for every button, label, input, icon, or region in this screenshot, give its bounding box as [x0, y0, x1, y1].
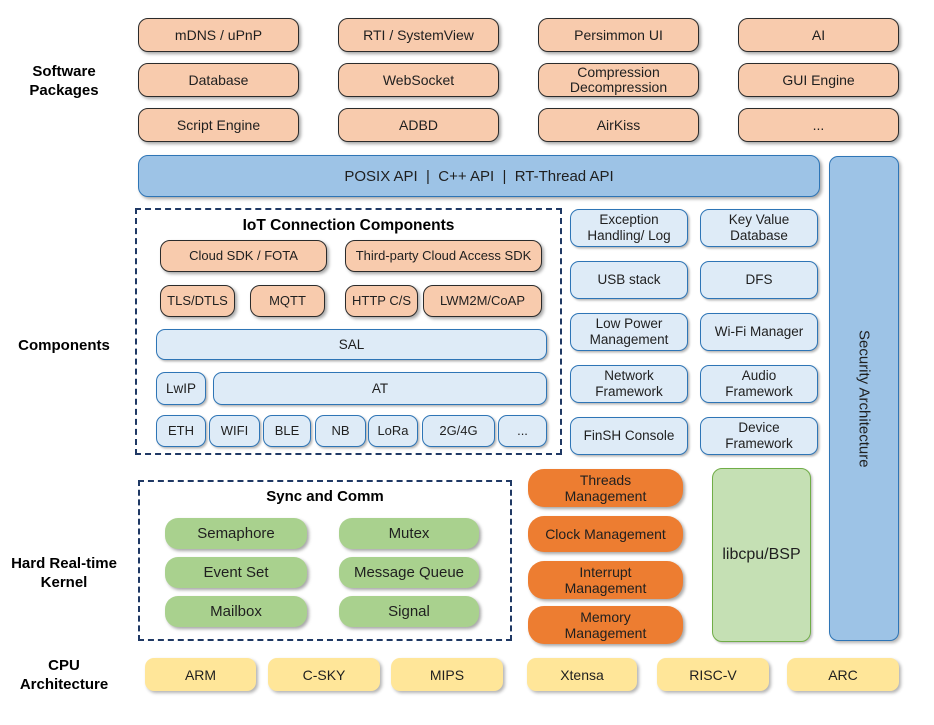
iot-third-party-cloud-sdk: Third-party Cloud Access SDK	[345, 240, 542, 272]
software-packages-grid: mDNS / uPnP RTI / SystemView Persimmon U…	[138, 18, 899, 142]
iot-connection-components-group: IoT Connection Components Cloud SDK / FO…	[135, 208, 562, 455]
component-usb-stack: USB stack	[570, 261, 688, 299]
security-architecture-bar: Security Architecture	[829, 156, 899, 641]
iot-cloud-sdk-fota: Cloud SDK / FOTA	[160, 240, 327, 272]
mgmt-threads: Threads Management	[528, 469, 683, 507]
package-websocket: WebSocket	[338, 63, 499, 97]
section-label-kernel: Hard Real-time Kernel	[11, 555, 117, 591]
package-script-engine: Script Engine	[138, 108, 299, 142]
section-label-components: Components	[18, 337, 110, 354]
kernel-mutex: Mutex	[339, 518, 479, 549]
iot-http-cs: HTTP C/S	[345, 285, 418, 317]
package-compression: Compression Decompression	[538, 63, 699, 97]
cpu-mips: MIPS	[391, 658, 503, 691]
kernel-message-queue: Message Queue	[339, 557, 479, 588]
cpu-risc-v: RISC-V	[657, 658, 769, 691]
iot-lwip: LwIP	[156, 372, 206, 405]
sync-comm-title: Sync and Comm	[266, 488, 384, 505]
package-database: Database	[138, 63, 299, 97]
security-architecture-label: Security Architecture	[855, 329, 873, 468]
package-gui-engine: GUI Engine	[738, 63, 899, 97]
package-mdns-upnp: mDNS / uPnP	[138, 18, 299, 52]
iot-components-title: IoT Connection Components	[242, 217, 455, 234]
sync-comm-grid: Semaphore Mutex Event Set Message Queue …	[165, 518, 479, 627]
component-finsh-console: FinSH Console	[570, 417, 688, 455]
package-airkiss: AirKiss	[538, 108, 699, 142]
mgmt-clock: Clock Management	[528, 516, 683, 552]
iot-link-lora: LoRa	[368, 415, 418, 447]
kernel-signal: Signal	[339, 596, 479, 627]
iot-mqtt: MQTT	[250, 285, 325, 317]
iot-link-eth: ETH	[156, 415, 206, 447]
section-label-software-packages: Software Packages	[29, 63, 99, 99]
iot-link-ble: BLE	[263, 415, 311, 447]
package-more: ...	[738, 108, 899, 142]
cpu-c-sky: C-SKY	[268, 658, 380, 691]
iot-link-2g4g: 2G/4G	[422, 415, 495, 447]
libcpu-bsp-box: libcpu/BSP	[712, 468, 811, 642]
iot-link-nb: NB	[315, 415, 366, 447]
components-grid: Exception Handling/ Log Key Value Databa…	[570, 209, 818, 455]
component-network-framework: Network Framework	[570, 365, 688, 403]
component-dfs: DFS	[700, 261, 818, 299]
component-device-framework: Device Framework	[700, 417, 818, 455]
package-rti-systemview: RTI / SystemView	[338, 18, 499, 52]
iot-lwm2m-coap: LWM2M/CoAP	[423, 285, 542, 317]
package-adbd: ADBD	[338, 108, 499, 142]
iot-tls-dtls: TLS/DTLS	[160, 285, 235, 317]
mgmt-interrupt: Interrupt Management	[528, 561, 683, 599]
component-low-power: Low Power Management	[570, 313, 688, 351]
mgmt-memory: Memory Management	[528, 606, 683, 644]
cpu-xtensa: Xtensa	[527, 658, 637, 691]
component-key-value-db: Key Value Database	[700, 209, 818, 247]
section-label-cpu-architecture: CPU Architecture	[19, 657, 109, 693]
kernel-event-set: Event Set	[165, 557, 307, 588]
package-ai: AI	[738, 18, 899, 52]
kernel-semaphore: Semaphore	[165, 518, 307, 549]
component-wifi-manager: Wi-Fi Manager	[700, 313, 818, 351]
iot-at: AT	[213, 372, 547, 405]
sync-comm-group: Sync and Comm Semaphore Mutex Event Set …	[138, 480, 512, 641]
iot-link-more: ...	[498, 415, 547, 447]
posix-api-bar: POSIX API | C++ API | RT-Thread API	[138, 155, 820, 197]
kernel-mailbox: Mailbox	[165, 596, 307, 627]
component-audio-framework: Audio Framework	[700, 365, 818, 403]
cpu-arc: ARC	[787, 658, 899, 691]
component-exception-log: Exception Handling/ Log	[570, 209, 688, 247]
iot-link-wifi: WIFI	[209, 415, 260, 447]
iot-sal: SAL	[156, 329, 547, 360]
package-persimmon-ui: Persimmon UI	[538, 18, 699, 52]
cpu-arm: ARM	[145, 658, 256, 691]
